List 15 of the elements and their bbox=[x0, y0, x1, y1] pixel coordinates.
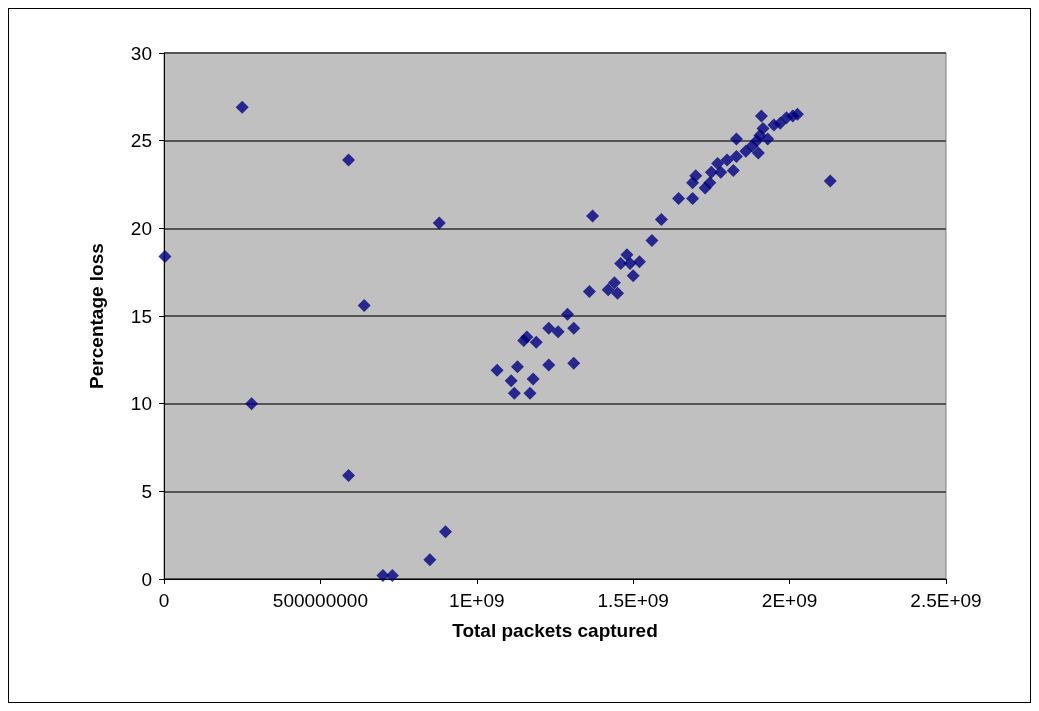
x-tick-label: 1E+09 bbox=[449, 590, 505, 611]
y-tick-label: 15 bbox=[130, 305, 152, 327]
y-tick-label: 0 bbox=[141, 568, 152, 590]
y-tick-label: 20 bbox=[130, 217, 152, 239]
y-tick-label: 10 bbox=[130, 393, 152, 415]
y-tick-label: 25 bbox=[130, 130, 152, 152]
x-tick-label: 500000000 bbox=[272, 590, 368, 611]
y-axis-title: Percentage loss bbox=[86, 243, 107, 389]
x-tick-label: 1.5E+09 bbox=[597, 590, 669, 611]
x-axis-title: Total packets captured bbox=[452, 620, 658, 641]
y-tick-label: 30 bbox=[130, 42, 152, 64]
x-tick-label: 0 bbox=[158, 590, 170, 611]
y-tick-label: 5 bbox=[141, 480, 152, 502]
x-tick-label: 2E+09 bbox=[761, 590, 818, 611]
x-tick-label: 2.5E+09 bbox=[910, 590, 982, 611]
